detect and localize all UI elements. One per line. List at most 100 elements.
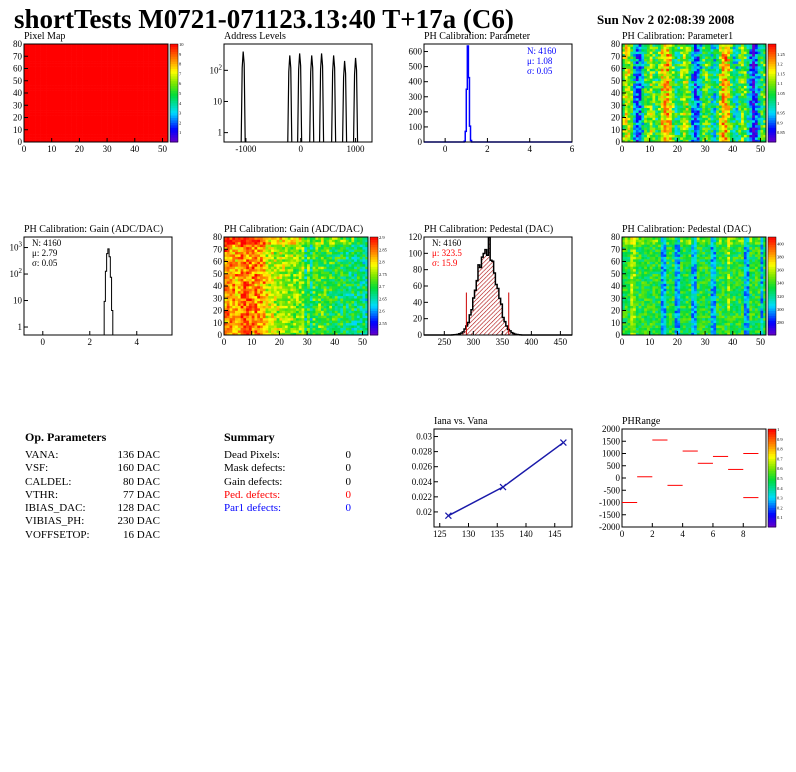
heatmap-cell xyxy=(633,115,637,118)
heatmap-cell xyxy=(109,61,113,64)
heatmap-cell xyxy=(735,95,739,99)
heatmap-cell xyxy=(154,88,158,91)
heatmap-cell xyxy=(232,288,236,292)
heatmap-cell xyxy=(46,100,50,104)
heatmap-cell xyxy=(84,80,88,84)
heatmap-cell xyxy=(251,298,255,301)
heatmap-cell xyxy=(101,75,105,79)
heatmap-cell xyxy=(743,68,747,72)
heatmap-cell xyxy=(735,119,739,123)
heatmap-cell xyxy=(60,63,64,67)
heatmap-cell xyxy=(685,78,689,82)
heatmap-cell xyxy=(235,312,239,316)
heatmap-cell xyxy=(680,51,684,55)
heatmap-cell xyxy=(48,117,52,121)
heatmap-cell xyxy=(660,63,664,67)
heatmap-cell xyxy=(669,105,673,108)
heatmap-cell xyxy=(660,110,664,113)
heatmap-cell xyxy=(232,283,236,287)
heatmap-cell xyxy=(624,129,628,133)
heatmap-cell xyxy=(635,102,639,106)
heatmap-cell xyxy=(685,56,689,59)
heatmap-cell xyxy=(159,58,163,62)
heatmap-cell xyxy=(76,53,80,57)
heatmap-cell xyxy=(669,51,673,55)
heatmap-cell xyxy=(73,107,77,111)
heatmap-cell xyxy=(129,95,133,99)
heatmap-cell xyxy=(165,127,169,131)
heatmap-cell xyxy=(235,283,239,287)
heatmap-cell xyxy=(143,137,147,140)
heatmap-cell xyxy=(65,129,69,133)
heatmap-cell xyxy=(260,322,264,326)
heatmap-cell xyxy=(694,90,698,94)
heatmap-cell xyxy=(40,93,44,96)
heatmap-cell xyxy=(727,97,731,101)
heatmap-cell xyxy=(757,139,761,143)
heatmap-cell xyxy=(32,48,36,52)
heatmap-cell xyxy=(641,119,645,123)
heatmap-cell xyxy=(727,134,731,138)
heatmap-cell xyxy=(671,93,675,96)
heatmap-cell xyxy=(115,105,119,108)
heatmap-cell xyxy=(156,137,160,140)
heatmap-cell xyxy=(62,117,66,121)
heatmap-cell xyxy=(154,117,158,121)
heatmap-cell xyxy=(134,127,138,131)
heatmap-cell xyxy=(644,95,648,99)
heatmap-cell xyxy=(29,66,33,69)
heatmap-cell xyxy=(652,66,656,69)
heatmap-cell xyxy=(145,97,149,101)
heatmap-cell xyxy=(732,137,736,140)
heatmap-cell xyxy=(115,115,119,118)
heatmap-cell xyxy=(721,73,725,77)
heatmap-cell xyxy=(682,51,686,55)
heatmap-cell xyxy=(54,107,58,111)
heatmap-cell xyxy=(738,124,742,128)
heatmap-cell xyxy=(746,97,750,101)
heatmap-cell xyxy=(716,112,720,116)
heatmap-cell xyxy=(93,48,97,52)
heatmap-cell xyxy=(716,105,720,108)
heatmap-cell xyxy=(694,134,698,138)
heatmap-cell xyxy=(688,61,692,64)
heatmap-cell xyxy=(685,117,689,121)
heatmap-cell xyxy=(716,48,720,52)
heatmap-cell xyxy=(123,122,127,126)
heatmap-cell xyxy=(260,281,264,284)
heatmap-cell xyxy=(727,115,731,118)
heatmap-cell xyxy=(143,102,147,106)
heatmap-cell xyxy=(162,80,166,84)
heatmap-cell xyxy=(48,139,52,143)
heatmap-cell xyxy=(120,137,124,140)
heatmap-cell xyxy=(257,327,261,331)
heatmap-cell xyxy=(752,105,756,108)
colorbar-cell xyxy=(170,53,178,57)
heatmap-cell xyxy=(229,281,233,284)
heatmap-cell xyxy=(65,117,69,121)
heatmap-cell xyxy=(137,48,141,52)
heatmap-cell xyxy=(87,80,91,84)
heatmap-cell xyxy=(48,115,52,118)
heatmap-cell xyxy=(655,132,659,135)
heatmap-cell xyxy=(140,132,144,135)
heatmap-cell xyxy=(24,61,28,64)
heatmap-cell xyxy=(60,58,64,62)
heatmap-cell xyxy=(51,46,55,50)
heatmap-cell xyxy=(156,90,160,94)
colorbar-cell xyxy=(768,124,776,128)
heatmap-cell xyxy=(257,298,261,301)
heatmap-cell xyxy=(633,139,637,143)
heatmap-cell xyxy=(724,44,728,47)
heatmap-cell xyxy=(115,75,119,79)
heatmap-cell xyxy=(229,283,233,287)
heatmap-cell xyxy=(663,122,667,126)
heatmap-cell xyxy=(226,273,230,277)
heatmap-cell xyxy=(132,110,136,113)
heatmap-cell xyxy=(741,112,745,116)
heatmap-cell xyxy=(57,75,61,79)
colorbar-cell xyxy=(170,63,178,67)
heatmap-cell xyxy=(655,85,659,89)
heatmap-cell xyxy=(32,51,36,55)
heatmap-cell xyxy=(754,88,758,91)
